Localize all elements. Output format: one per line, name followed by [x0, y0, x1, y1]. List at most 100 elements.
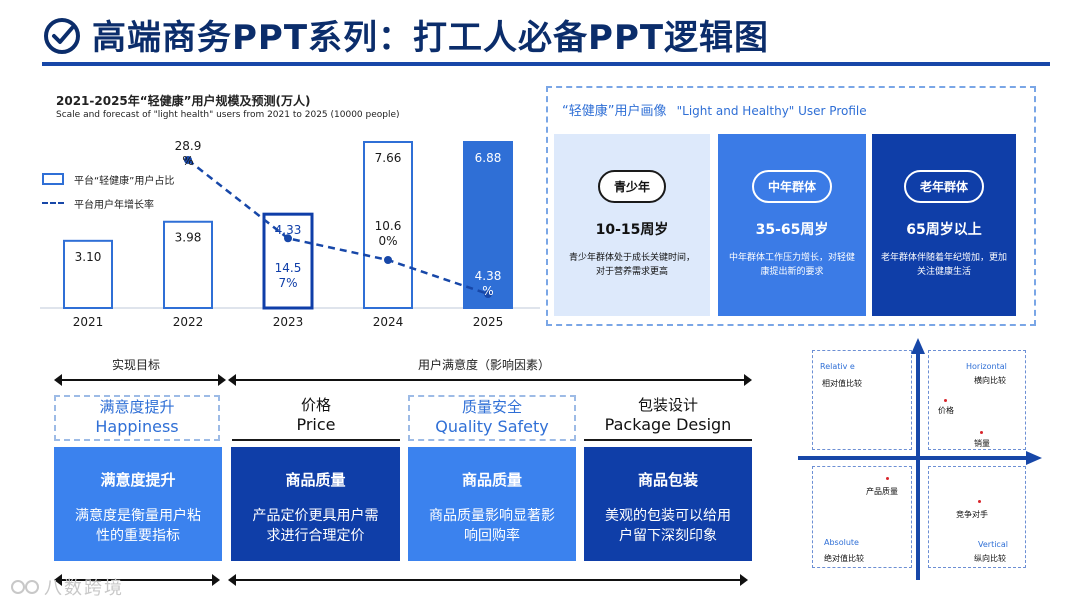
quadrant-tl-cn: 相对值比较 — [822, 379, 862, 388]
chart-subtitle: Scale and forecast of "light health" use… — [56, 110, 400, 120]
factor-happiness: 满意度提升 Happiness — [54, 395, 220, 441]
quadrant-bottom-left — [812, 466, 912, 568]
profile-desc: 青少年群体处于成长关键时间，对于营养需求更高 — [568, 253, 695, 277]
bar-2025 — [463, 141, 513, 309]
growth-label-2024: 10.6 — [375, 219, 402, 233]
profile-title-cn: “轻健康”用户画像 — [562, 104, 667, 119]
profile-age: 65周岁以上 — [906, 222, 982, 238]
growth-point-2022 — [184, 156, 192, 164]
card-title: 商品质量 — [285, 471, 346, 489]
factor-cn: 质量安全 — [461, 398, 522, 416]
point-quality-dot — [886, 477, 889, 480]
quadrant-top-right — [928, 350, 1026, 450]
growth-point-2025 — [484, 290, 492, 298]
profile-card-senior: 老年群体 65周岁以上 老年群体伴随着年纪增加，更加关注健康生活 — [872, 134, 1016, 316]
bar-2024 — [363, 141, 413, 309]
point-sales-dot — [980, 431, 983, 434]
chart-title: 2021-2025年“轻健康”用户规模及预测(万人) — [56, 94, 311, 108]
title-divider — [42, 62, 1050, 66]
legend-bar-label: 平台“轻健康”用户占比 — [74, 176, 175, 187]
quadrant-bottom-right — [928, 466, 1026, 568]
check-circle-icon — [44, 18, 80, 54]
factor-card-happiness: 满意度提升 满意度是衡量用户粘性的重要指标 — [54, 447, 222, 561]
profile-tag: 青少年 — [597, 170, 666, 203]
factor-price: 价格 Price — [232, 395, 400, 441]
point-competitor-label: 竞争对手 — [956, 510, 988, 519]
factor-cn: 满意度提升 — [99, 398, 175, 416]
factor-cn: 包装设计 — [637, 396, 698, 414]
point-competitor-dot — [978, 500, 981, 503]
point-price-dot — [944, 399, 947, 402]
growth-label-2023: 7% — [278, 276, 297, 290]
x-tick-2025: 2025 — [473, 315, 504, 329]
card-title: 满意度提升 — [100, 471, 176, 489]
bar-2021 — [63, 239, 113, 309]
bar-2022 — [163, 220, 213, 309]
quadrant-top-left — [812, 350, 912, 450]
factor-en: Package Design — [604, 415, 732, 434]
point-sales-label: 销量 — [974, 439, 990, 448]
factors-label: 用户满意度（影响因素） — [418, 358, 551, 372]
card-desc: 美观的包装可以给用户留下深刻印象 — [605, 508, 731, 544]
growth-label-2022: 28.9 — [175, 139, 202, 153]
card-title: 商品包装 — [637, 471, 698, 489]
quadrant-br-cn: 纵向比较 — [974, 554, 1006, 563]
profile-card-youth: 青少年 10-15周岁 青少年群体处于成长关键时间，对于营养需求更高 — [554, 134, 710, 316]
legend-bar-swatch — [42, 173, 64, 185]
growth-point-2024 — [384, 256, 392, 265]
profile-card-middle: 中年群体 35-65周岁 中年群体工作压力增长，对轻健康提出新的要求 — [718, 134, 866, 316]
goal-arrow — [54, 374, 226, 386]
bar-2023 — [262, 212, 314, 310]
factor-en: Quality Safety — [435, 417, 549, 436]
factor-card-package: 商品包装 美观的包装可以给用户留下深刻印象 — [584, 447, 752, 561]
card-title: 商品质量 — [461, 471, 522, 489]
profile-tag: 中年群体 — [751, 170, 832, 203]
bar-label-2024: 7.66 — [375, 151, 402, 165]
goal-label: 实现目标 — [112, 358, 161, 372]
bar-label-2023: 4.33 — [275, 223, 302, 237]
goal-bottom-arrow — [54, 574, 220, 586]
factor-en: Happiness — [95, 417, 179, 436]
growth-label-2024: 0% — [378, 234, 397, 248]
growth-label-2025: 4.38 — [475, 269, 502, 283]
profile-desc: 中年群体工作压力增长，对轻健康提出新的要求 — [728, 253, 855, 277]
factor-en: Price — [296, 415, 336, 434]
user-scale-chart: 3.10 2021 3.98 2022 4.33 2023 7.66 2024 6.88 2025… — [40, 139, 540, 329]
card-desc: 满意度是衡量用户粘性的重要指标 — [75, 508, 201, 544]
quadrant-br-en: Vertical — [978, 540, 1008, 549]
profile-title: “轻健康”用户画像 "Light and Healthy" User Profi… — [562, 100, 867, 119]
x-tick-2022: 2022 — [173, 315, 204, 329]
point-quality-label: 产品质量 — [866, 487, 898, 496]
x-tick-2021: 2021 — [73, 315, 104, 329]
factor-card-price: 商品质量 产品定价更具用户需求进行合理定价 — [231, 447, 400, 561]
profile-tag: 老年群体 — [903, 170, 984, 203]
page-title: 高端商务PPT系列：打工人必备PPT逻辑图 — [92, 18, 770, 58]
factor-cn: 价格 — [300, 396, 331, 414]
factors-arrow — [228, 374, 752, 386]
growth-label-2022: % — [182, 154, 193, 168]
growth-label-2025: % — [482, 284, 493, 298]
quadrant-tr-cn: 横向比较 — [974, 376, 1006, 385]
growth-point-2023 — [284, 234, 292, 243]
legend-line-swatch — [42, 202, 64, 204]
x-tick-2024: 2024 — [373, 315, 404, 329]
bar-label-2025: 6.88 — [475, 151, 502, 165]
point-price-label: 价格 — [938, 406, 954, 415]
profile-age: 10-15周岁 — [595, 222, 669, 238]
profile-title-en: "Light and Healthy" User Profile — [676, 104, 867, 118]
factor-quality: 质量安全 Quality Safety — [408, 395, 576, 441]
legend-line-label: 平台用户年增长率 — [74, 200, 154, 211]
quadrant-tr-en: Horizontal — [966, 362, 1007, 371]
growth-line — [187, 159, 489, 296]
profile-frame — [546, 86, 1036, 326]
bar-label-2022: 3.98 — [175, 231, 202, 245]
factor-package: 包装设计 Package Design — [584, 395, 752, 441]
growth-label-2023: 14.5 — [275, 261, 302, 275]
bar-label-2021: 3.10 — [75, 250, 102, 264]
profile-desc: 老年群体伴随着年纪增加，更加关注健康生活 — [880, 253, 1007, 277]
factors-bottom-arrow — [228, 574, 748, 586]
quadrant-tl-en: Relativ e — [820, 362, 855, 371]
quadrant-bl-cn: 绝对值比较 — [824, 554, 864, 563]
x-tick-2023: 2023 — [273, 315, 304, 329]
factor-card-quality: 商品质量 商品质量影响显著影响回购率 — [408, 447, 576, 561]
